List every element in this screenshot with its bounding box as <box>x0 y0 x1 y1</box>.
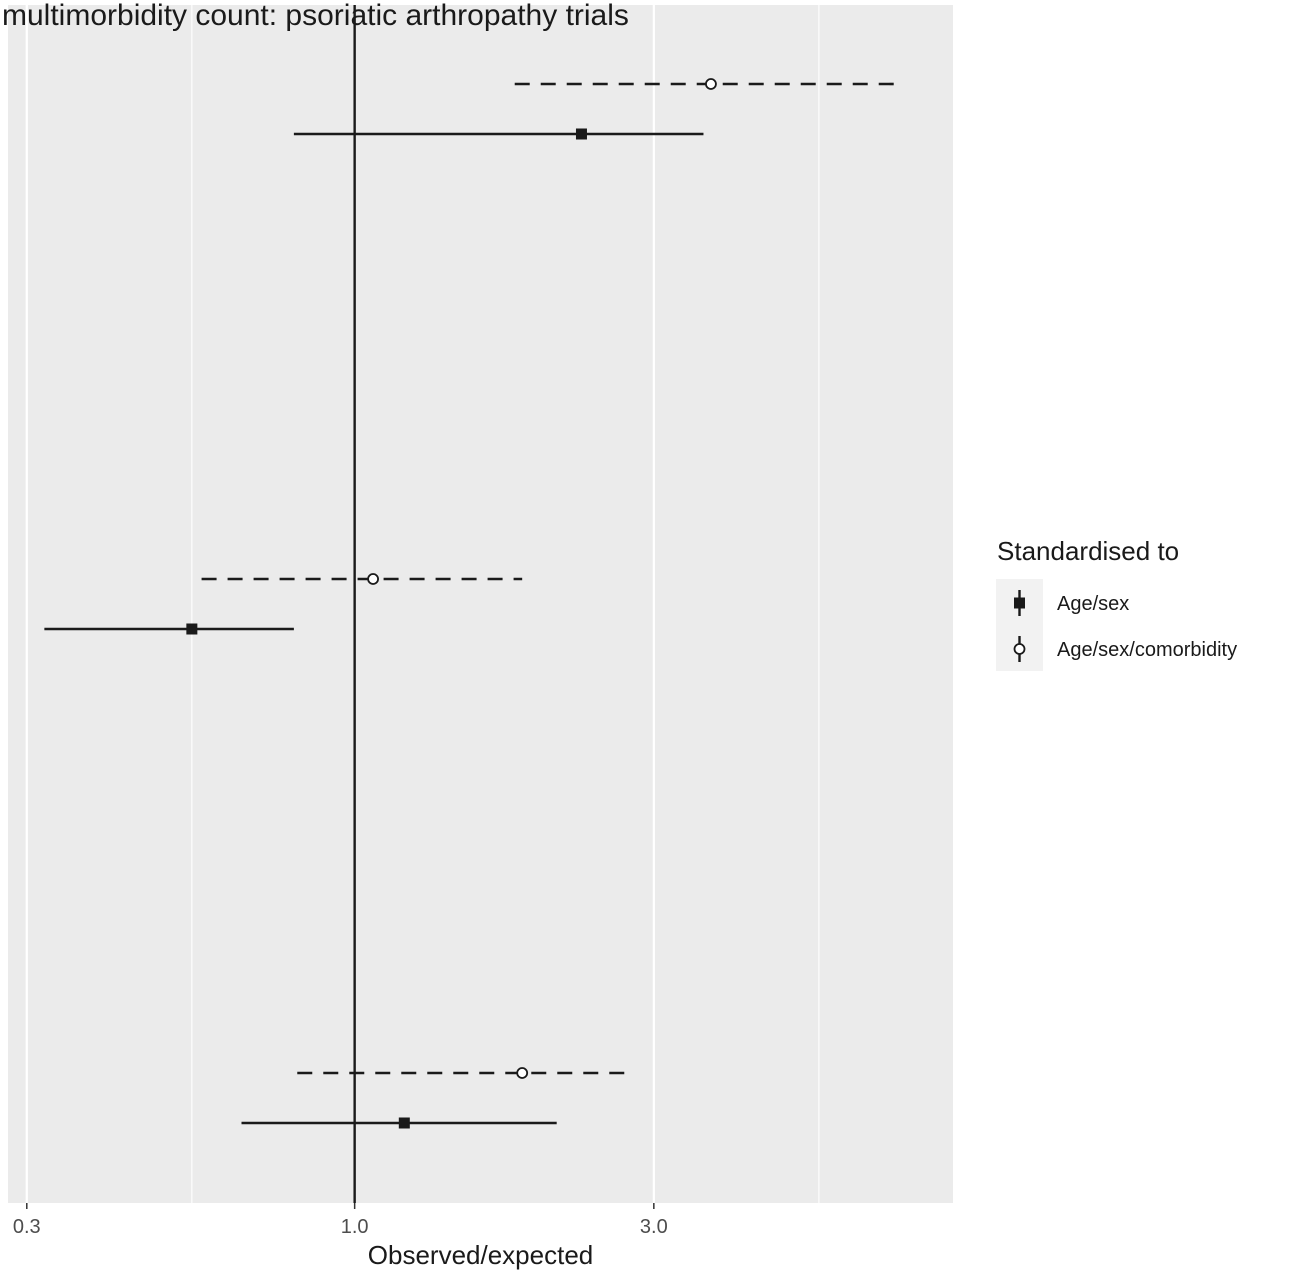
x-tick-label-1: 1.0 <box>341 1216 369 1238</box>
legend-item-2: Age/sex/comorbidity <box>1013 636 1237 662</box>
x-axis: 0.3 1.0 3.0 <box>13 1203 668 1238</box>
point-marker <box>575 128 587 140</box>
point-marker <box>705 78 717 90</box>
legend-key-square <box>1014 597 1025 609</box>
age-sex-comorbidity-estimate-2 <box>201 573 523 585</box>
age-sex-estimate-2 <box>44 623 294 635</box>
point-marker <box>367 573 379 585</box>
age-sex-estimate-3 <box>241 1117 557 1129</box>
age-sex-comorbidity-estimate-1 <box>514 78 904 90</box>
x-tick-label-2: 3.0 <box>640 1216 668 1238</box>
legend-key-circle <box>1013 643 1026 655</box>
age-sex-estimate-1 <box>293 128 704 140</box>
plot-panel <box>8 5 953 1203</box>
legend-label: Age/sex/comorbidity <box>1057 639 1237 661</box>
x-tick-label-0: 0.3 <box>13 1216 41 1238</box>
point-marker <box>186 623 198 635</box>
legend-title: Standardised to <box>997 536 1179 566</box>
legend-item-1: Age/sex <box>1014 590 1129 616</box>
point-marker <box>398 1117 410 1129</box>
chart-title: multimorbidity count: psoriatic arthropa… <box>2 0 629 32</box>
data-marks <box>44 78 904 1129</box>
legend-label: Age/sex <box>1057 593 1129 615</box>
point-marker <box>516 1067 529 1079</box>
age-sex-comorbidity-estimate-3 <box>297 1067 636 1079</box>
legend: Standardised to Age/sex Age/sex/comorbidi… <box>996 536 1237 671</box>
x-axis-title: Observed/expected <box>368 1240 593 1270</box>
